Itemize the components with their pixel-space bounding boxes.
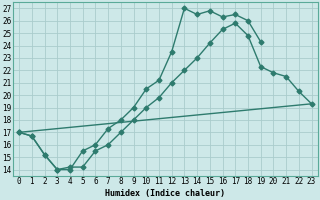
X-axis label: Humidex (Indice chaleur): Humidex (Indice chaleur)	[105, 189, 225, 198]
